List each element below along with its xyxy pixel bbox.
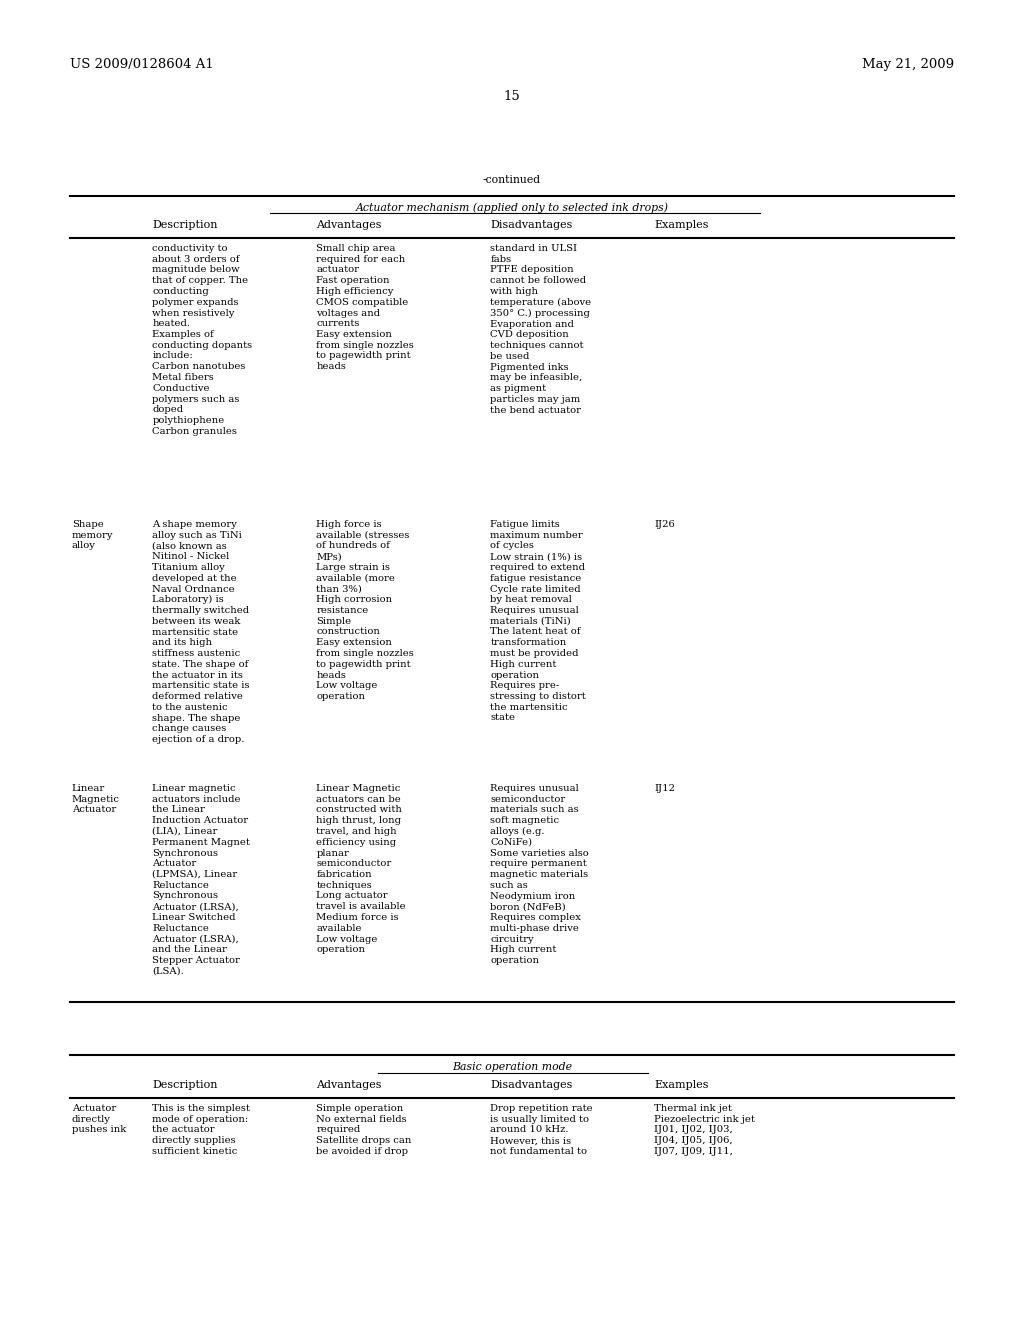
Text: Simple operation
No external fields
required
Satellite drops can
be avoided if d: Simple operation No external fields requ… xyxy=(316,1104,412,1156)
Text: IJ12: IJ12 xyxy=(654,784,675,793)
Text: -continued: -continued xyxy=(483,176,541,185)
Text: Linear Magnetic
actuators can be
constructed with
high thrust, long
travel, and : Linear Magnetic actuators can be constru… xyxy=(316,784,406,954)
Text: A shape memory
alloy such as TiNi
(also known as
Nitinol - Nickel
Titanium alloy: A shape memory alloy such as TiNi (also … xyxy=(153,520,250,744)
Text: IJ26: IJ26 xyxy=(654,520,675,529)
Text: This is the simplest
mode of operation:
the actuator
directly supplies
sufficien: This is the simplest mode of operation: … xyxy=(153,1104,250,1156)
Text: Actuator mechanism (applied only to selected ink drops): Actuator mechanism (applied only to sele… xyxy=(355,202,669,213)
Text: Linear magnetic
actuators include
the Linear
Induction Actuator
(LIA), Linear
Pe: Linear magnetic actuators include the Li… xyxy=(153,784,250,975)
Text: Linear
Magnetic
Actuator: Linear Magnetic Actuator xyxy=(72,784,120,814)
Text: Basic operation mode: Basic operation mode xyxy=(452,1063,572,1072)
Text: standard in ULSI
fabs
PTFE deposition
cannot be followed
with high
temperature (: standard in ULSI fabs PTFE deposition ca… xyxy=(490,244,592,414)
Text: conductivity to
about 3 orders of
magnitude below
that of copper. The
conducting: conductivity to about 3 orders of magnit… xyxy=(153,244,253,436)
Text: US 2009/0128604 A1: US 2009/0128604 A1 xyxy=(70,58,213,71)
Text: Fatigue limits
maximum number
of cycles
Low strain (1%) is
required to extend
fa: Fatigue limits maximum number of cycles … xyxy=(490,520,586,722)
Text: Thermal ink jet
Piezoelectric ink jet
IJ01, IJ02, IJ03,
IJ04, IJ05, IJ06,
IJ07, : Thermal ink jet Piezoelectric ink jet IJ… xyxy=(654,1104,755,1156)
Text: Drop repetition rate
is usually limited to
around 10 kHz.
However, this is
not f: Drop repetition rate is usually limited … xyxy=(490,1104,593,1156)
Text: Small chip area
required for each
actuator
Fast operation
High efficiency
CMOS c: Small chip area required for each actuat… xyxy=(316,244,414,371)
Text: Requires unusual
semiconductor
materials such as
soft magnetic
alloys (e.g.
CoNi: Requires unusual semiconductor materials… xyxy=(490,784,589,965)
Text: Advantages: Advantages xyxy=(316,1080,382,1090)
Text: Examples: Examples xyxy=(654,220,709,230)
Text: High force is
available (stresses
of hundreds of
MPs)
Large strain is
available : High force is available (stresses of hun… xyxy=(316,520,414,701)
Text: 15: 15 xyxy=(504,90,520,103)
Text: Description: Description xyxy=(153,1080,218,1090)
Text: Examples: Examples xyxy=(654,1080,709,1090)
Text: Actuator
directly
pushes ink: Actuator directly pushes ink xyxy=(72,1104,126,1134)
Text: Disadvantages: Disadvantages xyxy=(490,1080,572,1090)
Text: Advantages: Advantages xyxy=(316,220,382,230)
Text: May 21, 2009: May 21, 2009 xyxy=(862,58,954,71)
Text: Description: Description xyxy=(153,220,218,230)
Text: Disadvantages: Disadvantages xyxy=(490,220,572,230)
Text: Shape
memory
alloy: Shape memory alloy xyxy=(72,520,113,550)
